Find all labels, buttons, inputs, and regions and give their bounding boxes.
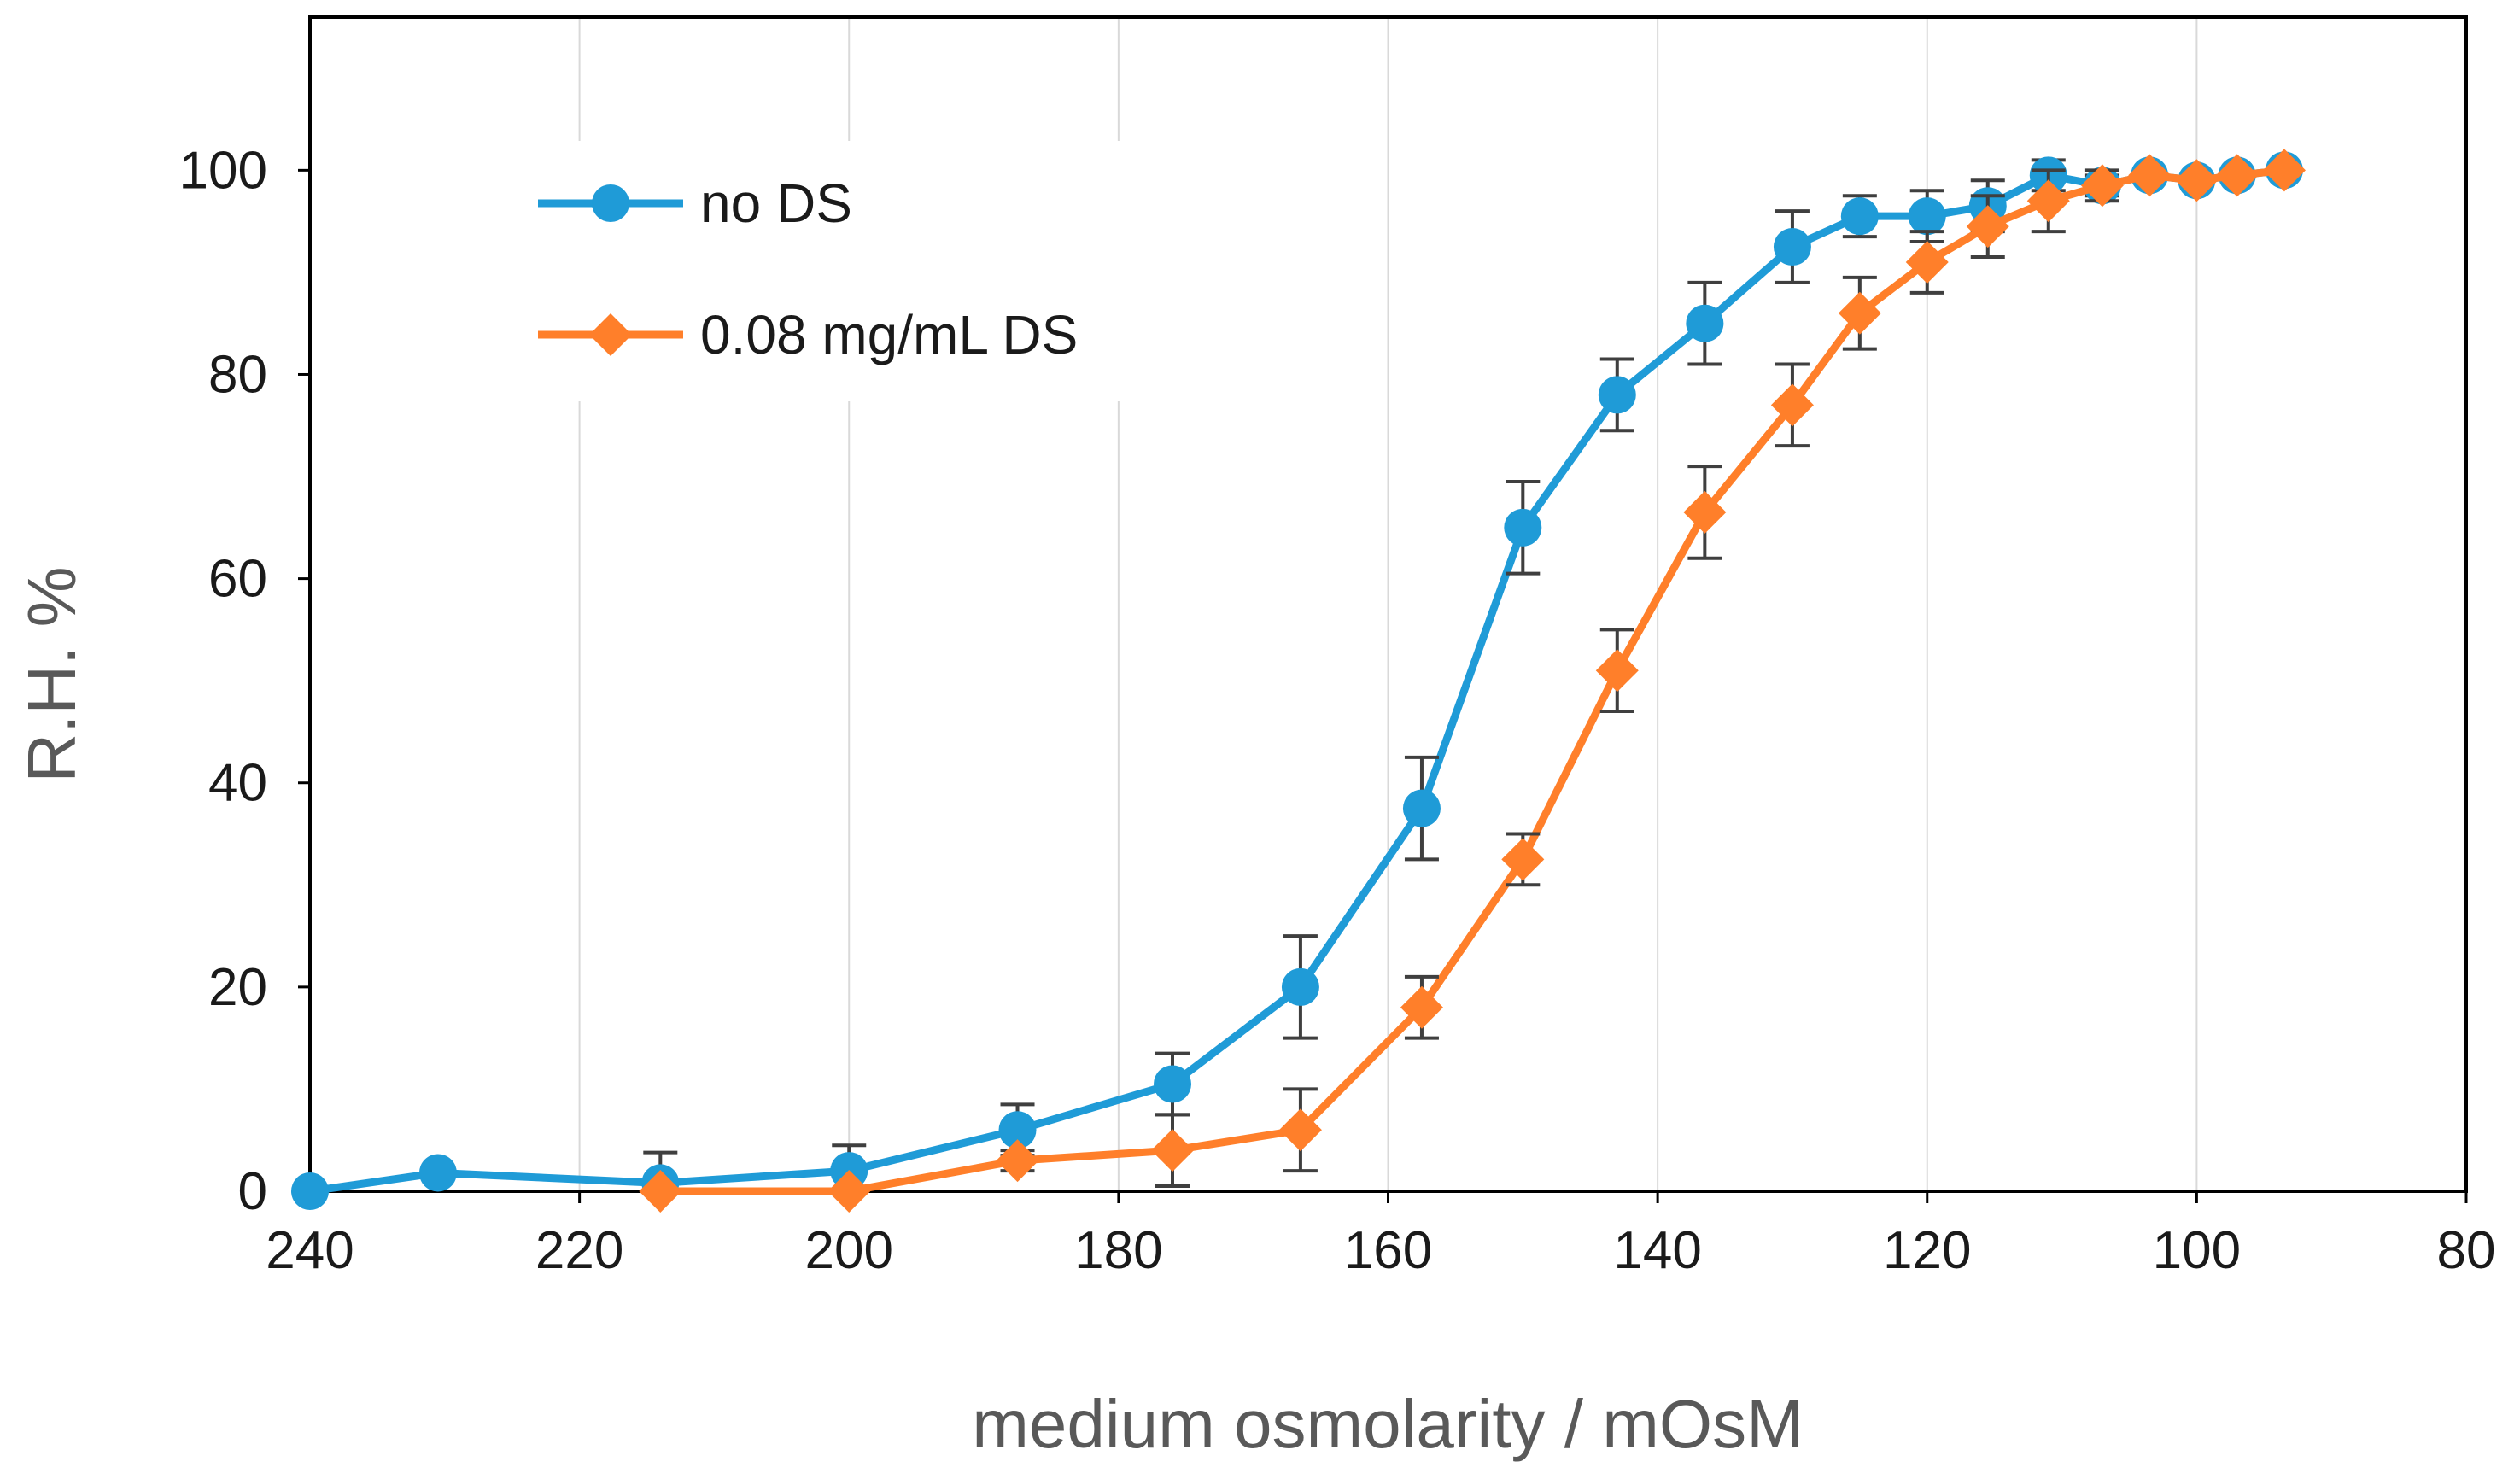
data-point (2128, 154, 2172, 197)
data-point (1686, 304, 1724, 342)
data-point (1278, 1108, 1322, 1152)
data-point (1598, 376, 1636, 414)
data-point (2262, 149, 2306, 192)
data-point (1154, 1065, 1191, 1103)
series-ds (639, 149, 2306, 1213)
data-point (996, 1139, 1039, 1183)
data-point (1966, 205, 2009, 248)
data-point (1151, 1129, 1194, 1172)
data-point (1683, 490, 1727, 534)
data-point (1504, 508, 1542, 547)
data-point (1400, 985, 1443, 1029)
y-tick-label: 80 (208, 345, 267, 404)
legend-box (470, 141, 1196, 401)
x-tick-label: 100 (2153, 1221, 2241, 1280)
x-tick-label: 160 (1344, 1221, 1432, 1280)
data-point (1908, 197, 1946, 236)
legend-marker (592, 184, 629, 222)
data-point (827, 1170, 871, 1213)
data-series (291, 149, 2306, 1213)
legend-label: 0.08 mg/mL DS (700, 304, 1078, 365)
x-tick-label: 220 (535, 1221, 623, 1280)
axes: 240 220 200 180 160 140 120 100 80 0 20 40 60 80 100 (179, 141, 2496, 1280)
data-point (418, 1154, 457, 1192)
y-tick-label: 20 (208, 958, 267, 1017)
data-point (2026, 179, 2070, 223)
y-tick-label: 40 (208, 754, 267, 813)
y-tick-label: 60 (208, 550, 267, 609)
data-point (2080, 164, 2124, 208)
x-tick-label: 120 (1883, 1221, 1971, 1280)
data-point (1905, 240, 1949, 284)
data-point (2215, 154, 2259, 197)
data-point (1595, 649, 1639, 693)
x-tick-label: 80 (2437, 1221, 2496, 1280)
data-point (998, 1111, 1037, 1149)
data-point (1840, 197, 1879, 236)
legend: no DS 0.08 mg/mL DS (470, 141, 1196, 401)
y-tick-label: 100 (179, 141, 267, 200)
x-tick-label: 140 (1613, 1221, 1701, 1280)
y-tick-label: 0 (238, 1162, 267, 1221)
y-axis-title: R.H. % (14, 566, 90, 782)
data-point (1402, 789, 1441, 827)
legend-label: no DS (700, 172, 852, 234)
x-axis-title: medium osmolarity / mOsM (972, 1386, 1803, 1462)
data-point (1773, 228, 1811, 266)
data-point (291, 1172, 329, 1210)
data-point (639, 1170, 682, 1213)
data-point (1770, 383, 1814, 427)
data-point (1838, 291, 1881, 335)
legend-marker (589, 313, 632, 356)
x-tick-label: 240 (266, 1221, 354, 1280)
x-tick-label: 180 (1074, 1221, 1162, 1280)
data-point (2175, 159, 2219, 202)
data-point (1281, 967, 1319, 1006)
data-point (1501, 838, 1545, 881)
x-tick-label: 200 (805, 1221, 893, 1280)
